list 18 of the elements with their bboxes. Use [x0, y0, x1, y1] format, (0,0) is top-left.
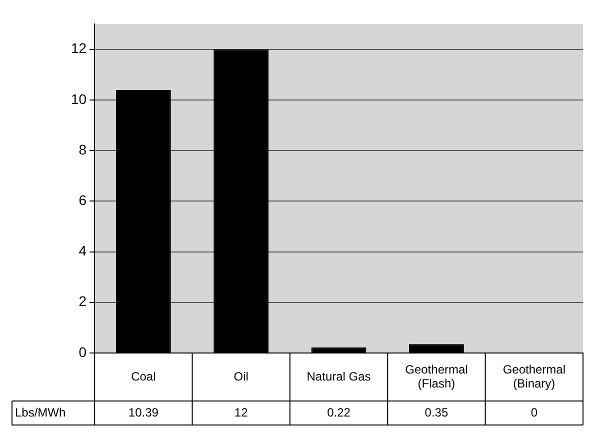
x-tick-label: Geothermal (Flash) [405, 362, 468, 390]
data-label: 0 [530, 405, 538, 420]
x-tick-label: Oil [234, 369, 248, 384]
y-tick-label: 12 [70, 40, 87, 56]
y-tick-label: 10 [70, 90, 87, 107]
data-label: 12 [234, 405, 248, 420]
y-tick-label: 4 [78, 242, 87, 259]
x-tick-label: Coal [131, 369, 156, 384]
y-tick-label: 8 [78, 141, 87, 158]
data-label: 0.35 [424, 405, 448, 420]
data-label: 0.22 [327, 405, 351, 420]
legend-label: Lbs/MWh [15, 405, 66, 420]
x-tick-label: Natural Gas [306, 369, 371, 384]
y-tick-label: 6 [78, 192, 87, 208]
y-tick-label: 0 [78, 344, 87, 360]
y-tick-label: 2 [78, 293, 87, 310]
x-tick-label: Geothermal (Binary) [502, 362, 566, 390]
data-label: 10.39 [128, 405, 159, 420]
